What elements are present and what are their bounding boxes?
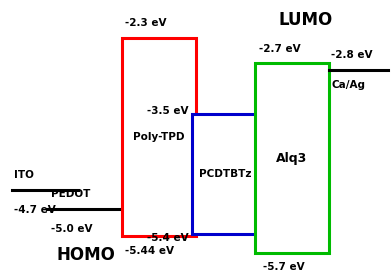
Text: -2.8 eV: -2.8 eV (331, 50, 373, 60)
Text: Poly-TPD: Poly-TPD (133, 132, 185, 142)
Text: HOMO: HOMO (57, 246, 116, 264)
Text: -2.3 eV: -2.3 eV (125, 18, 167, 28)
Text: ITO: ITO (14, 170, 34, 180)
Bar (122, 38, 196, 236)
Text: -5.7 eV: -5.7 eV (263, 262, 304, 272)
Text: -5.44 eV: -5.44 eV (125, 246, 174, 255)
Text: -3.5 eV: -3.5 eV (147, 106, 188, 116)
Text: -5.0 eV: -5.0 eV (51, 224, 93, 234)
Text: -5.4 eV: -5.4 eV (147, 233, 188, 243)
Text: Alq3: Alq3 (276, 152, 308, 164)
Text: Ca/Ag: Ca/Ag (331, 80, 365, 90)
Text: -2.7 eV: -2.7 eV (259, 44, 300, 54)
Text: PCDTBTz: PCDTBTz (199, 169, 252, 179)
Text: LUMO: LUMO (279, 11, 333, 29)
Bar (255, 63, 329, 253)
Bar (192, 114, 259, 234)
Text: PEDOT: PEDOT (51, 189, 90, 199)
Text: -4.7 eV: -4.7 eV (14, 205, 56, 215)
